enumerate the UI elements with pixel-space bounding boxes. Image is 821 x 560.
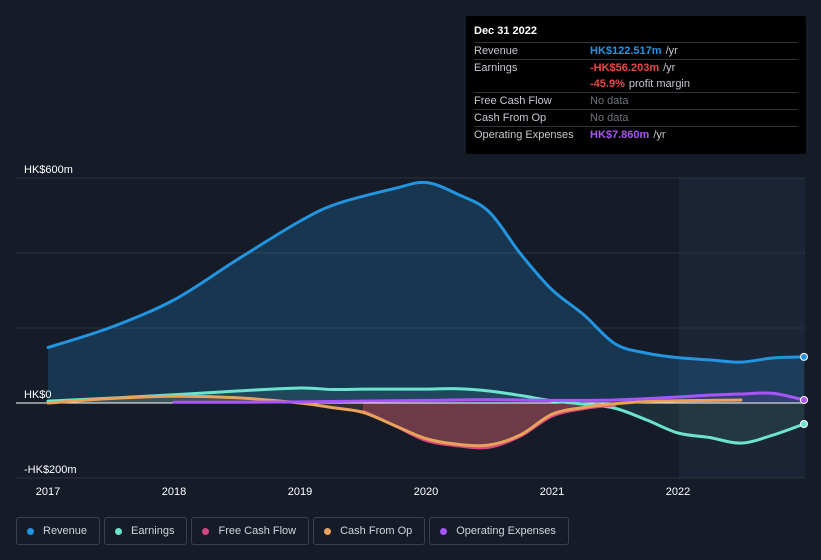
series-end-dots (800, 352, 808, 428)
tooltip-value: -45.9% (590, 78, 625, 90)
legend-item-free-cash-flow[interactable]: Free Cash Flow (191, 517, 310, 545)
x-axis-labels: 2017 2018 2019 2020 2021 2022 (36, 486, 690, 498)
legend-label: Earnings (131, 525, 175, 537)
gridlines (16, 177, 805, 479)
y-axis-labels: HK$600m HK$0 -HK$200m (24, 164, 77, 476)
x-tick-label: 2022 (666, 486, 690, 498)
operating-expenses-dot-icon (440, 527, 448, 535)
legend-label: Operating Expenses (456, 525, 556, 537)
earnings-line (46, 386, 806, 445)
x-tick-label: 2020 (414, 486, 438, 498)
earnings-end-dot (800, 420, 808, 428)
x-tick-label: 2018 (162, 486, 186, 498)
legend-label: Free Cash Flow (218, 525, 297, 537)
series-lines (46, 180, 806, 450)
tooltip-row-margin: -45.9% profit margin (474, 76, 798, 92)
legend-item-earnings[interactable]: Earnings (104, 517, 188, 545)
revenue-line (46, 180, 806, 364)
legend-label: Cash From Op (340, 525, 413, 537)
x-tick-label: 2017 (36, 486, 60, 498)
legend: Revenue Earnings Free Cash Flow Cash Fro… (16, 517, 569, 545)
tooltip-label: Cash From Op (474, 112, 547, 124)
revenue-dot-icon (27, 527, 34, 535)
tooltip-label: Free Cash Flow (474, 95, 552, 107)
tooltip-row-fcf: Free Cash Flow No data (474, 92, 798, 109)
tooltip-row-cfo: Cash From Op No data (474, 109, 798, 126)
legend-item-operating-expenses[interactable]: Operating Expenses (429, 517, 569, 545)
cash-from-op-line (46, 394, 743, 448)
tooltip-value: HK$7.860m (590, 129, 650, 141)
tooltip-unit: profit margin (628, 78, 690, 90)
tooltip-value: -HK$56.203m (590, 62, 660, 74)
tooltip-value: No data (590, 112, 629, 124)
tooltip-unit: /yr (663, 62, 676, 74)
y-tick-label: HK$0 (24, 389, 52, 401)
tooltip-value: No data (590, 95, 629, 107)
tooltip-label: Earnings (474, 62, 518, 74)
x-tick-label: 2021 (540, 486, 564, 498)
revenue-area (48, 182, 804, 403)
tooltip-label: Revenue (474, 45, 519, 57)
cash-from-op-dot-icon (324, 527, 332, 535)
x-tick-label: 2019 (288, 486, 312, 498)
tooltip-row-opex: Operating Expenses HK$7.860m /yr (474, 126, 798, 143)
legend-label: Revenue (43, 525, 88, 537)
tooltip-row-revenue: Revenue HK$122.517m /yr (474, 42, 798, 59)
operating-expenses-line (172, 391, 806, 404)
y-tick-label: HK$600m (24, 164, 73, 176)
free-cash-flow-dot-icon (202, 527, 210, 535)
earnings-dot-icon (115, 527, 123, 535)
tooltip-date: Dec 31 2022 (474, 25, 537, 37)
tooltip: Dec 31 2022 Revenue HK$122.517m /yr Earn… (466, 16, 806, 154)
revenue-end-dot (800, 352, 808, 361)
tooltip-value: HK$122.517m (590, 45, 662, 57)
y-tick-label: -HK$200m (24, 464, 77, 476)
legend-item-revenue[interactable]: Revenue (16, 517, 101, 545)
tooltip-unit: /yr (665, 45, 678, 57)
tooltip-row-earnings: Earnings -HK$56.203m /yr (474, 59, 798, 76)
operating-expenses-end-dot (800, 396, 808, 404)
tooltip-label: Operating Expenses (474, 129, 574, 141)
tooltip-unit: /yr (653, 129, 666, 141)
legend-item-cash-from-op[interactable]: Cash From Op (313, 517, 426, 545)
